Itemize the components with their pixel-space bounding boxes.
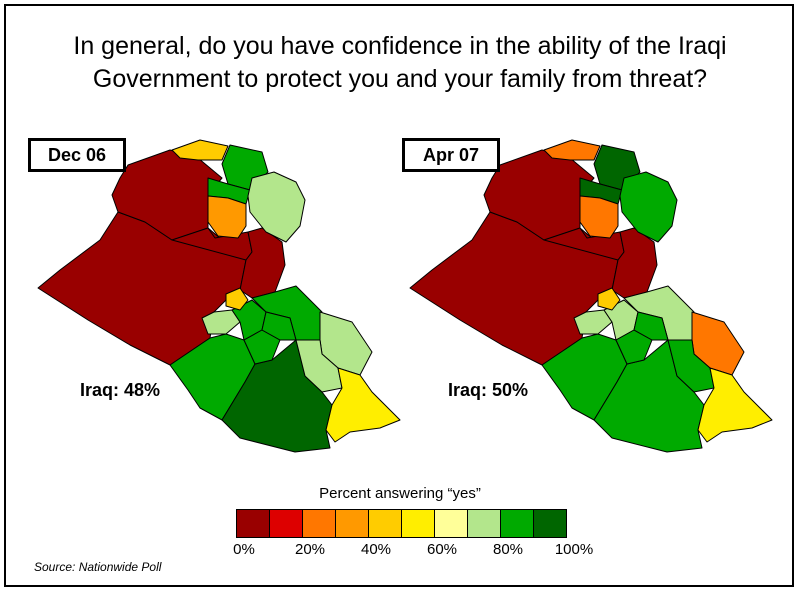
region-north-tip bbox=[543, 139, 601, 161]
map-date-label-dec: Dec 06 bbox=[28, 138, 126, 172]
legend-swatch bbox=[534, 510, 566, 537]
region-mid-2 bbox=[243, 329, 281, 365]
legend-color-scale bbox=[236, 509, 567, 538]
legend-swatch bbox=[369, 510, 402, 537]
legend-tick-label: 60% bbox=[426, 541, 458, 558]
region-basra bbox=[697, 367, 773, 443]
region-mid-3 bbox=[633, 311, 669, 341]
region-baghdad bbox=[597, 287, 621, 311]
region-kurd-mid bbox=[579, 195, 619, 239]
iraq-overall-dec: Iraq: 48% bbox=[80, 380, 161, 400]
legend-title: Percent answering “yes” bbox=[319, 485, 481, 502]
region-mid-3 bbox=[261, 311, 297, 341]
source-note: Source: Nationwide Poll bbox=[34, 560, 162, 574]
map-apr-07 bbox=[409, 139, 773, 453]
region-kurd-mid bbox=[207, 195, 247, 239]
legend-swatch bbox=[501, 510, 534, 537]
legend-swatch bbox=[303, 510, 336, 537]
region-north-tip bbox=[171, 139, 229, 161]
region-basra bbox=[325, 367, 401, 443]
legend-tick-label: 40% bbox=[360, 541, 392, 558]
region-kurd-east bbox=[247, 171, 306, 243]
legend-swatch bbox=[336, 510, 369, 537]
legend-swatch bbox=[468, 510, 501, 537]
legend-tick-label: 0% bbox=[233, 541, 255, 558]
map-date-label-apr: Apr 07 bbox=[402, 138, 500, 172]
region-kurd-east bbox=[619, 171, 678, 243]
legend-tick-label: 20% bbox=[294, 541, 326, 558]
legend-swatch bbox=[270, 510, 303, 537]
iraq-overall-apr: Iraq: 50% bbox=[448, 380, 529, 400]
slide-title: In general, do you have confidence in th… bbox=[73, 32, 727, 93]
region-baghdad bbox=[225, 287, 249, 311]
region-mid-2 bbox=[615, 329, 653, 365]
legend-swatch bbox=[237, 510, 270, 537]
legend-tick-label: 80% bbox=[492, 541, 524, 558]
legend-swatch bbox=[402, 510, 435, 537]
map-dec-06 bbox=[37, 139, 401, 453]
legend-swatch bbox=[435, 510, 468, 537]
legend-tick-label: 100% bbox=[554, 541, 594, 558]
